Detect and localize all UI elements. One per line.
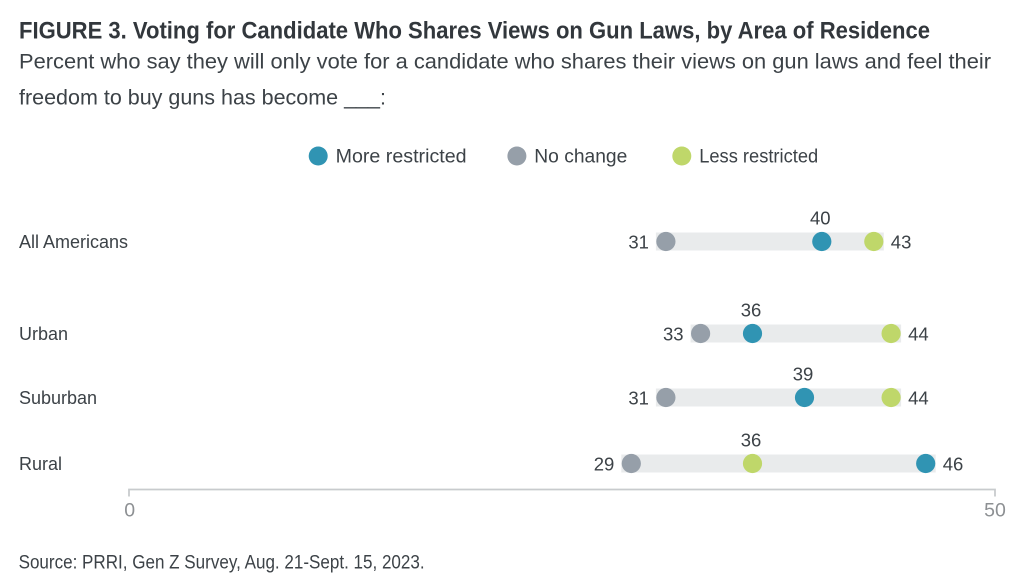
svg-text:Suburban: Suburban <box>19 388 97 408</box>
svg-text:Less restricted: Less restricted <box>699 147 818 168</box>
svg-text:46: 46 <box>943 454 964 475</box>
svg-text:43: 43 <box>891 232 912 253</box>
svg-text:36: 36 <box>741 430 762 451</box>
svg-text:31: 31 <box>628 388 649 409</box>
svg-text:freedom to buy guns has become: freedom to buy guns has become ___: <box>19 86 386 110</box>
svg-text:Urban: Urban <box>19 324 68 344</box>
svg-text:FIGURE 3. Voting for Candidate: FIGURE 3. Voting for Candidate Who Share… <box>19 17 930 44</box>
svg-text:36: 36 <box>741 300 762 321</box>
svg-text:44: 44 <box>908 324 929 345</box>
svg-text:40: 40 <box>810 208 831 229</box>
svg-text:31: 31 <box>628 232 649 253</box>
svg-text:0: 0 <box>124 500 135 522</box>
svg-text:No change: No change <box>534 147 627 168</box>
svg-text:39: 39 <box>793 364 814 385</box>
svg-text:44: 44 <box>908 388 929 409</box>
svg-text:33: 33 <box>663 324 684 345</box>
svg-text:Source: PRRI, Gen Z Survey, Au: Source: PRRI, Gen Z Survey, Aug. 21-Sept… <box>19 552 425 574</box>
svg-text:Percent who say they will only: Percent who say they will only vote for … <box>19 50 991 74</box>
svg-text:29: 29 <box>594 454 615 475</box>
svg-text:50: 50 <box>984 500 1006 522</box>
svg-text:All Americans: All Americans <box>19 232 128 252</box>
svg-text:More restricted: More restricted <box>336 147 467 168</box>
svg-text:Rural: Rural <box>19 454 62 474</box>
